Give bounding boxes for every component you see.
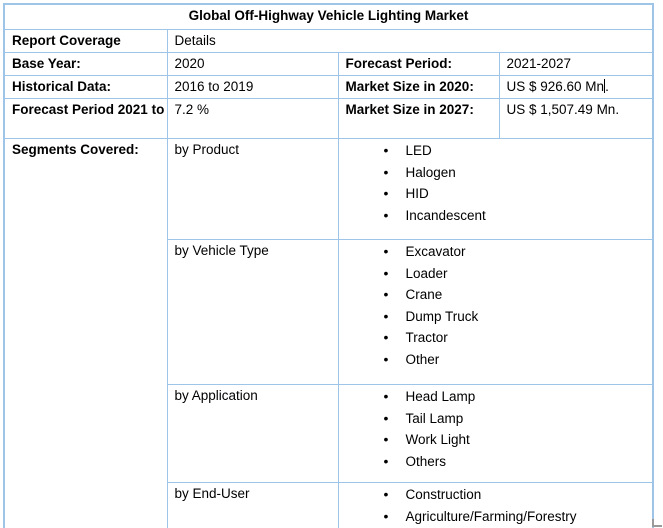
- bullet-list-end-user: Construction Agriculture/Farming/Forestr…: [346, 484, 646, 527]
- segment-group-end-user: by End-User: [166, 482, 339, 528]
- historical-data-value: 2016 to 2019: [166, 75, 339, 99]
- segment-group-vehicle-type: by Vehicle Type: [166, 239, 339, 385]
- bullet-item: Dump Truck: [346, 306, 646, 328]
- base-year-label: Base Year:: [3, 52, 168, 76]
- segment-items-product: LED Halogen HID Incandescent: [337, 138, 654, 240]
- bullet-list-vehicle-type: Excavator Loader Crane Dump Truck Tracto…: [346, 241, 646, 370]
- segment-items-application: Head Lamp Tail Lamp Work Light Others: [337, 384, 654, 483]
- report-coverage-table: Global Off-Highway Vehicle Lighting Mark…: [3, 3, 655, 528]
- base-year-value: 2020: [166, 52, 339, 76]
- historical-data-label: Historical Data:: [3, 75, 168, 99]
- market-size-2027-value: US $ 1,507.49 Mn.: [498, 98, 654, 139]
- bullet-list-product: LED Halogen HID Incandescent: [346, 140, 646, 226]
- cagr-value: 7.2 %: [166, 98, 339, 139]
- segment-items-vehicle-type: Excavator Loader Crane Dump Truck Tracto…: [337, 239, 654, 385]
- title-row: Global Off-Highway Vehicle Lighting Mark…: [3, 3, 654, 30]
- forecast-period-value: 2021-2027: [498, 52, 654, 76]
- bullet-item: Agriculture/Farming/Forestry: [346, 506, 646, 528]
- bullet-item: Work Light: [346, 429, 646, 451]
- segment-items-end-user: Construction Agriculture/Farming/Forestr…: [337, 482, 654, 528]
- bullet-item: Head Lamp: [346, 386, 646, 408]
- bullet-list-application: Head Lamp Tail Lamp Work Light Others: [346, 386, 646, 472]
- bullet-item: Others: [346, 451, 646, 473]
- report-coverage-label: Report Coverage: [3, 29, 168, 53]
- report-coverage-row: Report Coverage Details: [3, 29, 654, 53]
- text-cursor: [604, 79, 606, 93]
- table-resize-handle-icon[interactable]: [652, 519, 662, 527]
- bullet-item: LED: [346, 140, 646, 162]
- market-size-2020-text: US $ 926.60 Mn: [506, 79, 605, 94]
- bullet-item: Halogen: [346, 162, 646, 184]
- table-title: Global Off-Highway Vehicle Lighting Mark…: [3, 3, 654, 30]
- market-size-2020-value: US $ 926.60 Mn.: [498, 75, 654, 99]
- historical-data-row: Historical Data: 2016 to 2019 Market Siz…: [3, 75, 654, 99]
- report-coverage-value: Details: [166, 29, 654, 53]
- bullet-item: Loader: [346, 263, 646, 285]
- bullet-item: Other: [346, 349, 646, 371]
- bullet-item: Crane: [346, 284, 646, 306]
- bullet-item: Tractor: [346, 327, 646, 349]
- segments-row-vehicle-type: by Vehicle Type Excavator Loader Crane D…: [4, 239, 654, 385]
- bullet-item: Construction: [346, 484, 646, 506]
- segments-row-application: by Application Head Lamp Tail Lamp Work …: [4, 384, 654, 483]
- segments-row-end-user: by End-User Construction Agriculture/Far…: [4, 482, 654, 528]
- segment-group-application: by Application: [166, 384, 339, 483]
- market-size-2020-period: .: [605, 79, 609, 94]
- market-size-2020-label: Market Size in 2020:: [337, 75, 500, 99]
- bullet-item: Incandescent: [346, 205, 646, 227]
- bullet-item: Excavator: [346, 241, 646, 263]
- bullet-item: Tail Lamp: [346, 408, 646, 430]
- base-year-row: Base Year: 2020 Forecast Period: 2021-20…: [3, 52, 654, 76]
- bullet-item: HID: [346, 183, 646, 205]
- segment-group-product: by Product: [166, 138, 339, 240]
- forecast-period-label: Forecast Period:: [337, 52, 500, 76]
- cagr-row: Forecast Period 2021 to 2027 CAGR: 7.2 %…: [3, 98, 654, 139]
- segments-covered-label: Segments Covered:: [3, 138, 168, 528]
- market-size-2027-label: Market Size in 2027:: [337, 98, 500, 139]
- segments-row-product: Segments Covered: by Product LED Halogen…: [3, 138, 654, 528]
- cagr-label: Forecast Period 2021 to 2027 CAGR:: [3, 98, 168, 139]
